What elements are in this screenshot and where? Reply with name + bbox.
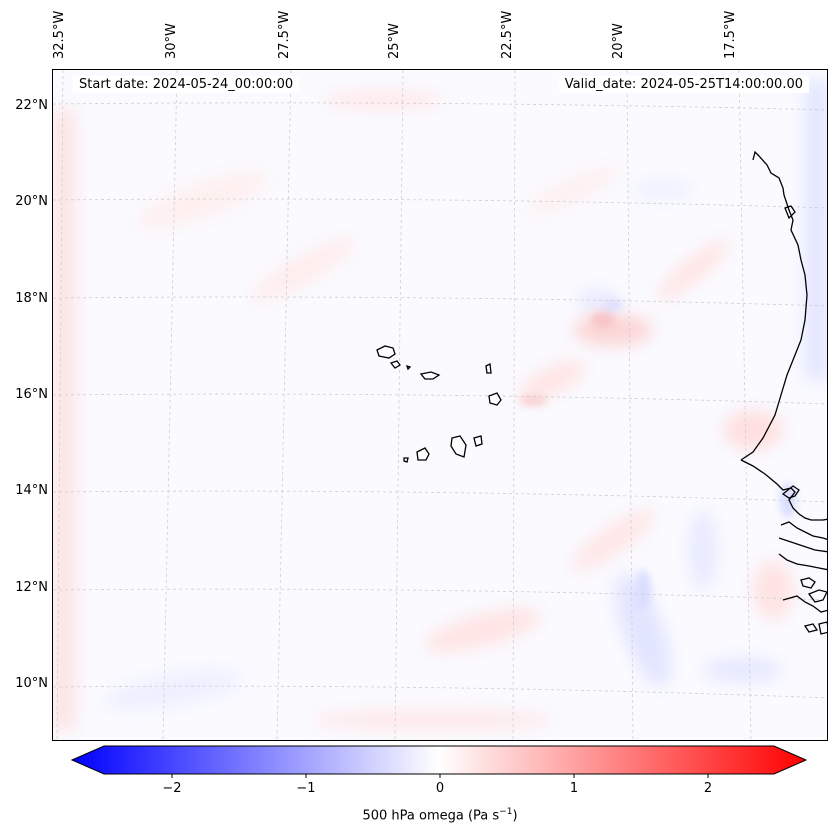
cabo-verde-islands bbox=[376, 345, 502, 463]
lon-label-22-5w: 22.5°W bbox=[500, 10, 515, 59]
lat-label-22n: 22°N bbox=[15, 98, 48, 113]
lon-label-32-5w: 32.5°W bbox=[52, 10, 67, 59]
colorbar-tick-0: 0 bbox=[435, 781, 445, 796]
africa-coastline bbox=[740, 150, 827, 635]
ocean-background bbox=[53, 70, 827, 740]
lon-label-17-5w: 17.5°W bbox=[723, 10, 738, 59]
colorbar-label: 500 hPa omega (Pa s−1) bbox=[362, 807, 518, 824]
lat-label-10n: 10°N bbox=[15, 676, 48, 691]
lat-label-20n: 20°N bbox=[15, 194, 48, 209]
colorbar-tick-minus-2: −2 bbox=[162, 781, 182, 796]
lon-label-27-5w: 27.5°W bbox=[277, 10, 292, 59]
lon-label-25w: 25°W bbox=[387, 23, 402, 59]
colorbar-tick-minus-1: −1 bbox=[296, 781, 316, 796]
colorbar-gradient bbox=[70, 745, 808, 775]
start-date-label: Start date: 2024-05-24_00:00:00 bbox=[73, 76, 300, 93]
lat-label-16n: 16°N bbox=[15, 387, 48, 402]
colorbar bbox=[70, 745, 808, 778]
graticule bbox=[53, 70, 827, 740]
lat-label-18n: 18°N bbox=[15, 291, 48, 306]
lon-label-30w: 30°W bbox=[164, 23, 179, 59]
colorbar-tick-marks bbox=[171, 774, 709, 778]
map-panel: Start date: 2024-05-24_00:00:00 Valid_da… bbox=[52, 69, 828, 741]
omega-field-map bbox=[53, 70, 827, 740]
omega-shading bbox=[53, 80, 827, 730]
colorbar-tick-1: 1 bbox=[569, 781, 579, 796]
valid-date-label: Valid_date: 2024-05-25T14:00:00.00 bbox=[558, 76, 809, 93]
lat-label-12n: 12°N bbox=[15, 580, 48, 595]
lat-label-14n: 14°N bbox=[15, 483, 48, 498]
lon-label-20w: 20°W bbox=[611, 23, 626, 59]
colorbar-tick-2: 2 bbox=[703, 781, 713, 796]
